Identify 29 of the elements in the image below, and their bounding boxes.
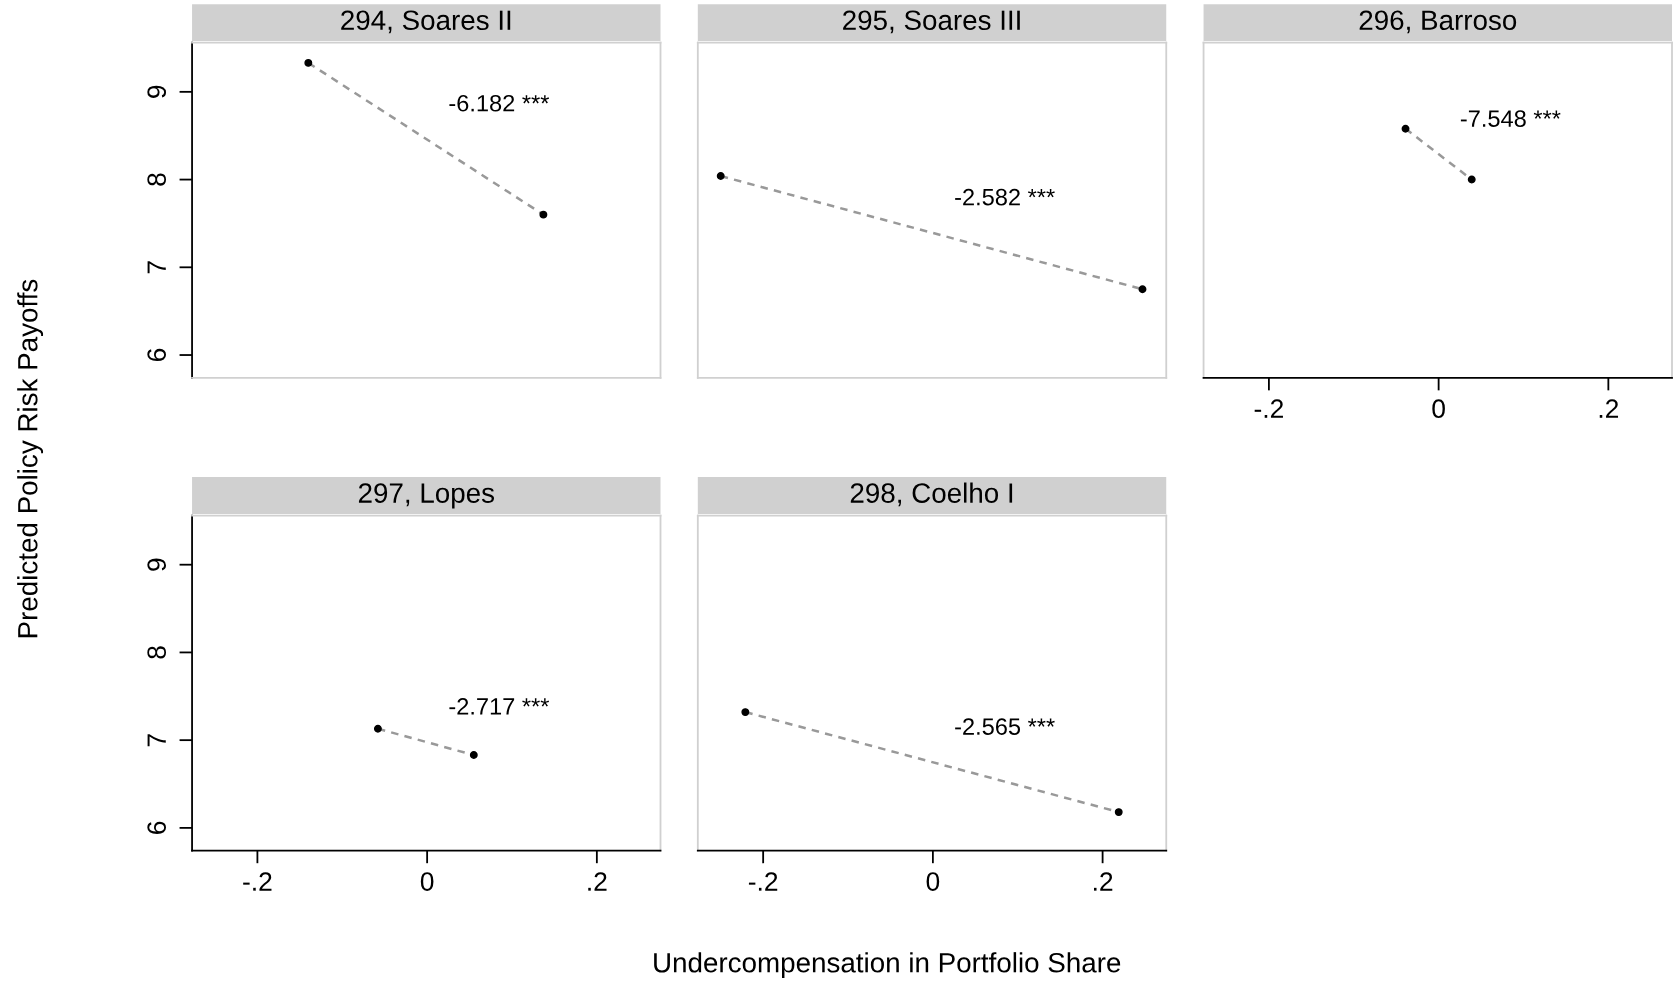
- x-tick-label: -.2: [1254, 399, 1283, 418]
- x-tick-label: 0: [1432, 399, 1445, 419]
- chart-title: 294, Soares II: [341, 10, 511, 34]
- x-tick-label: .2: [1599, 399, 1619, 418]
- annotation: -6.182 ***: [449, 94, 550, 112]
- x-tick-label: -.2: [243, 872, 272, 891]
- y-tick-label: 6: [147, 348, 167, 362]
- y-tick-label: 8: [147, 173, 167, 186]
- annotation: -2.565 ***: [955, 718, 1055, 735]
- x-tick-label: 0: [420, 872, 434, 891]
- y-tick-label: 8: [147, 646, 167, 659]
- y-tick-label: 7: [147, 261, 166, 274]
- chart-title: 297, Lopes: [358, 483, 495, 509]
- chart-title: 295, Soares III: [843, 10, 1020, 34]
- chart-title: 298, Coelho I: [850, 482, 1013, 507]
- x-tick-label: -.2: [748, 872, 778, 891]
- y-tick-label: 7: [147, 734, 166, 747]
- x-axis-title: Undercompensation in Portfolio Share: [654, 952, 1121, 979]
- y-tick-label: 6: [147, 821, 167, 834]
- x-tick-label: .2: [1094, 872, 1113, 891]
- x-tick-label: .2: [588, 872, 607, 891]
- annotation: -2.582 ***: [955, 188, 1055, 206]
- chart-title: 296, Barroso: [1359, 10, 1517, 34]
- y-tick-label: 9: [147, 85, 167, 98]
- y-axis-title: Predicted Policy Risk Payoffs: [17, 279, 44, 638]
- annotation: -2.717 ***: [449, 698, 550, 715]
- y-tick-label: 9: [147, 558, 167, 571]
- annotation: -7.548 ***: [1460, 110, 1561, 127]
- x-tick-label: 0: [926, 872, 940, 891]
